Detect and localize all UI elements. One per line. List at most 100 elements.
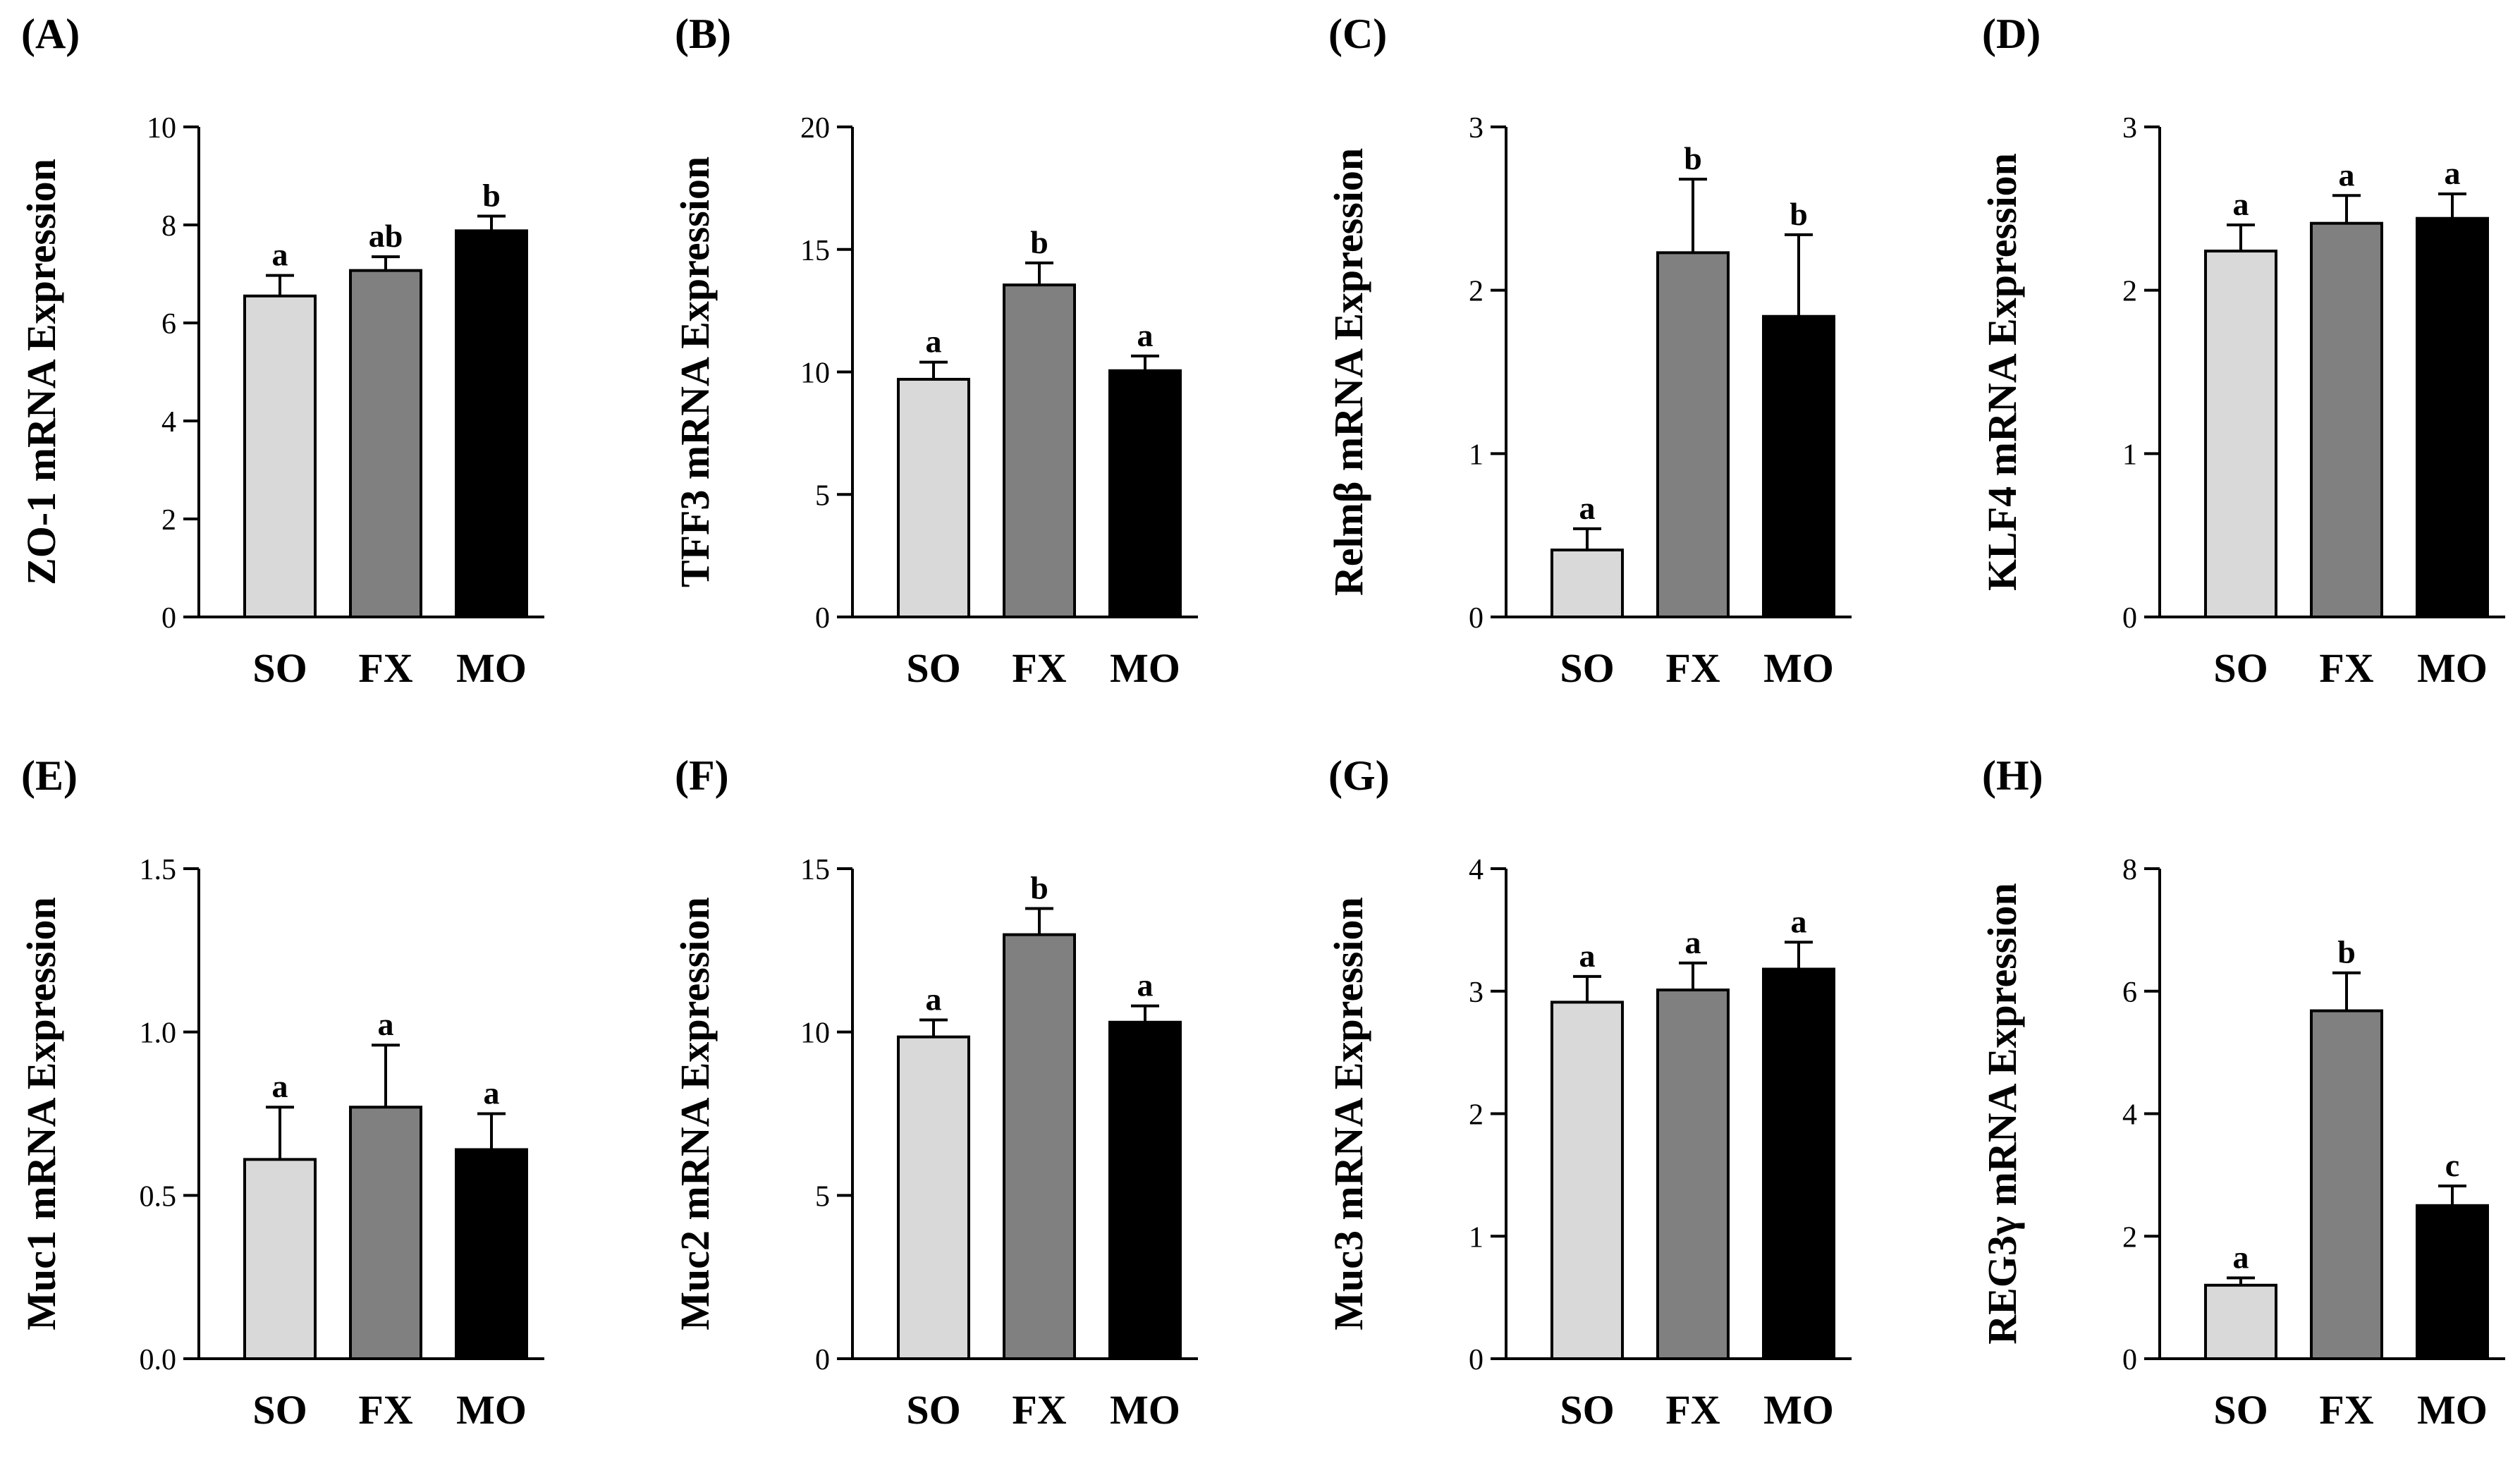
bar-mo	[1762, 314, 1835, 618]
bar-so	[1550, 549, 1624, 618]
bar-fx	[349, 269, 422, 618]
bar-mo	[2416, 1204, 2489, 1360]
bar-chart: a SO b FX a MO 0 5 10 15 Muc2 mRNA Expression	[672, 854, 1198, 1433]
chart-panel: (H) a SO b FX c MO 0 2 4 6 8 REG3γ mRNA Expression	[1961, 742, 2520, 1468]
y-tick-label: 8	[161, 210, 176, 243]
bar-so	[243, 294, 317, 618]
category-label: MO	[1763, 1387, 1834, 1433]
panel-label: (G)	[1328, 752, 1390, 799]
category-label: MO	[1110, 1387, 1180, 1433]
bar-so	[897, 1035, 970, 1360]
category-label: SO	[2213, 1387, 2268, 1433]
significance-letter: a	[1791, 903, 1807, 939]
category-label: MO	[1110, 645, 1180, 691]
y-tick-label: 2	[1469, 276, 1484, 308]
significance-letter: a	[378, 1006, 394, 1042]
category-label: FX	[358, 645, 412, 691]
significance-letter: a	[484, 1075, 500, 1111]
bar-mo	[455, 229, 528, 618]
category-label: SO	[2213, 645, 2268, 691]
y-tick-label: 0	[161, 602, 176, 635]
category-label: SO	[906, 1387, 960, 1433]
category-label: MO	[456, 645, 527, 691]
category-label: SO	[1560, 645, 1614, 691]
y-tick-label: 0.5	[140, 1180, 177, 1213]
bar-mo	[1108, 1020, 1182, 1360]
y-tick-label: 15	[800, 854, 830, 886]
category-label: FX	[1012, 1387, 1066, 1433]
bar-fx	[1003, 933, 1076, 1360]
y-tick-label: 6	[161, 308, 176, 341]
bar-chart: a SO a FX a MO 0 1 2 3 KLF4 mRNA Expression	[1979, 112, 2505, 691]
y-tick-label: 20	[800, 112, 830, 145]
significance-letter: ab	[369, 218, 403, 254]
y-tick-label: 1	[1469, 1221, 1484, 1254]
chart-panel: (G) a SO a FX a MO 0 1 2 3 4 Muc3 mRNA Expression	[1307, 742, 1937, 1468]
category-label: MO	[2417, 1387, 2488, 1433]
bar-chart: a SO b FX b MO 0 1 2 3 Relmβ mRNA Expression	[1326, 112, 1852, 691]
y-tick-label: 5	[815, 479, 830, 512]
bar-fx	[1656, 251, 1730, 618]
y-tick-label: 1.5	[140, 854, 177, 886]
bar-fx	[1656, 989, 1730, 1360]
bar-fx	[349, 1106, 422, 1360]
significance-letter: b	[482, 177, 501, 213]
y-tick-label: 4	[161, 406, 176, 439]
y-axis-label: REG3γ mRNA Expression	[1979, 883, 2025, 1344]
y-tick-label: 3	[2122, 112, 2137, 145]
category-label: MO	[1763, 645, 1834, 691]
y-tick-label: 0	[815, 1344, 830, 1376]
y-axis-label: Relmβ mRNA Expression	[1326, 148, 1371, 596]
category-label: SO	[252, 1387, 307, 1433]
chart-panel: (B) a SO b FX a MO 0 5 10 15 20 TFF3 mRNA Expression	[654, 0, 1283, 726]
category-label: SO	[252, 645, 307, 691]
y-axis-label: KLF4 mRNA Expression	[1979, 153, 2025, 591]
panel-label: (A)	[21, 11, 80, 57]
panel-label: (D)	[1982, 11, 2041, 57]
significance-letter: a	[1579, 938, 1596, 974]
panel-label: (C)	[1328, 11, 1388, 57]
y-axis-label: Muc2 mRNA Expression	[672, 897, 718, 1330]
y-tick-label: 1	[2122, 439, 2137, 471]
bar-fx	[1003, 283, 1076, 618]
y-tick-label: 5	[815, 1180, 830, 1213]
chart-panel: (E) a SO a FX a MO 0.0 0.5 1.0 1.5 Muc1 mRNA Expres…	[0, 742, 630, 1468]
bar-chart: a SO b FX c MO 0 2 4 6 8 REG3γ mRNA Expression	[1979, 854, 2505, 1433]
category-label: MO	[2417, 645, 2488, 691]
y-tick-label: 1.0	[140, 1017, 177, 1050]
significance-letter: a	[1137, 967, 1154, 1003]
y-tick-label: 10	[800, 1017, 830, 1050]
y-tick-label: 0	[815, 602, 830, 635]
y-tick-label: 3	[1469, 977, 1484, 1009]
bar-chart: a SO a FX a MO 0.0 0.5 1.0 1.5 Muc1 mRNA Expressio…	[18, 854, 544, 1433]
significance-letter: a	[1137, 317, 1154, 353]
y-tick-label: 15	[800, 235, 830, 267]
significance-letter: a	[272, 1068, 288, 1104]
y-tick-label: 2	[1469, 1099, 1484, 1132]
chart-panel: (F) a SO b FX a MO 0 5 10 15 Muc2 mRNA Expression	[654, 742, 1283, 1468]
y-tick-label: 2	[161, 504, 176, 537]
significance-letter: b	[2337, 934, 2356, 970]
panel-label: (H)	[1982, 752, 2043, 799]
chart-panel: (D) a SO a FX a MO 0 1 2 3 KLF4 mRNA Expression	[1961, 0, 2520, 726]
panel-label: (F)	[675, 752, 729, 799]
bar-fx	[2310, 1009, 2383, 1360]
significance-letter: a	[1579, 490, 1596, 526]
y-tick-label: 0	[2122, 1344, 2137, 1376]
significance-letter: b	[1030, 224, 1048, 260]
bar-mo	[1762, 967, 1835, 1361]
significance-letter: a	[272, 237, 288, 273]
significance-letter: a	[2233, 1239, 2249, 1275]
category-label: SO	[1560, 1387, 1614, 1433]
y-axis-label: TFF3 mRNA Expression	[672, 157, 718, 587]
bar-fx	[2310, 221, 2383, 618]
bar-so	[243, 1158, 317, 1360]
panel-label: (B)	[675, 11, 731, 57]
bar-so	[897, 377, 970, 618]
y-tick-label: 10	[147, 112, 176, 145]
category-label: FX	[1665, 1387, 1720, 1433]
y-tick-label: 2	[2122, 1221, 2137, 1254]
y-axis-label: Muc1 mRNA Expression	[18, 897, 64, 1330]
significance-letter: b	[1684, 140, 1702, 176]
significance-letter: a	[2339, 157, 2355, 192]
